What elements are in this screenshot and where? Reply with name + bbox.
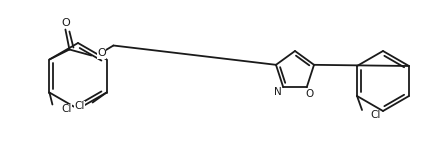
Text: N: N (274, 87, 282, 97)
Text: Cl: Cl (61, 103, 72, 114)
Text: O: O (61, 17, 70, 27)
Text: Cl: Cl (370, 110, 381, 120)
Text: O: O (97, 49, 106, 58)
Text: Cl: Cl (74, 100, 84, 110)
Text: O: O (305, 89, 314, 99)
